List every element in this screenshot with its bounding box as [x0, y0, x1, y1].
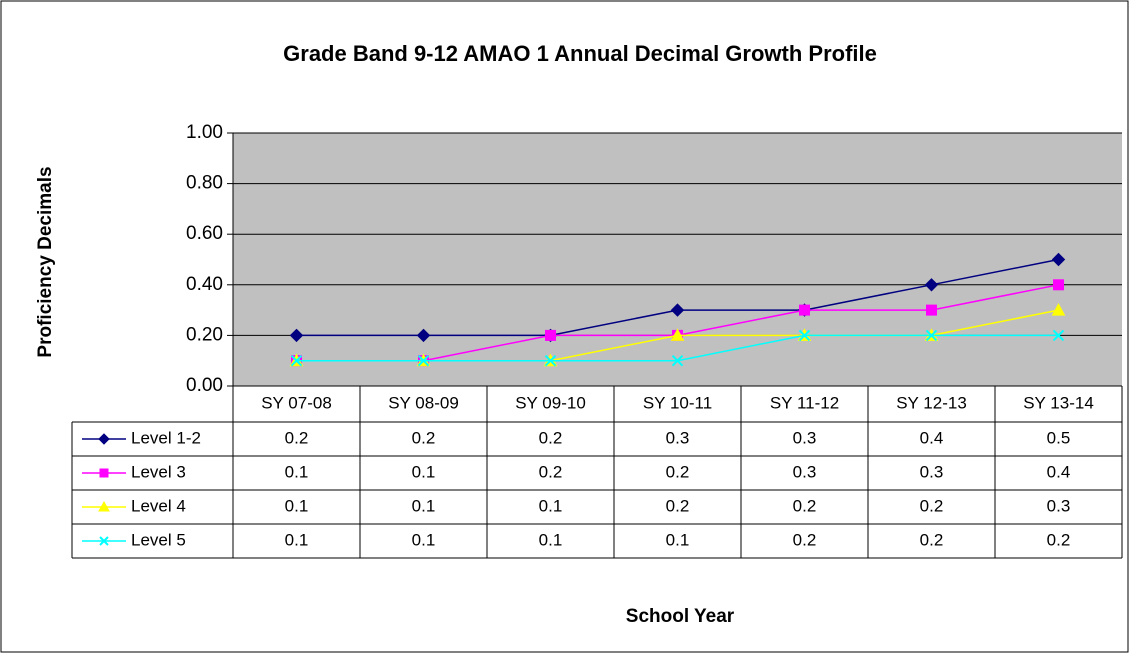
table-cell: 0.1 [539, 496, 563, 515]
table-cell: 0.1 [285, 530, 309, 549]
y-tick-label: 0.00 [186, 375, 223, 396]
table-cell: 0.3 [793, 428, 817, 447]
table-cell: 0.2 [666, 462, 690, 481]
marker [416, 328, 431, 343]
table-cell: 0.2 [285, 428, 309, 447]
y-tick-label: 0.20 [186, 324, 223, 345]
table-cell: 0.2 [666, 496, 690, 515]
legend-marker [98, 433, 110, 445]
y-axis-label: Proficiency Decimals [35, 166, 56, 357]
x-tick-label: SY 11-12 [770, 393, 839, 412]
x-tick-label: SY 13-14 [1023, 393, 1094, 412]
x-tick-label: SY 12-13 [896, 393, 967, 412]
table-cell: 0.2 [793, 496, 817, 515]
table-cell: 0.3 [1047, 496, 1071, 515]
y-tick-label: 0.40 [186, 274, 223, 295]
table-cell: 0.1 [285, 496, 309, 515]
marker [545, 329, 556, 341]
table-cell: 0.2 [920, 530, 944, 549]
table-cell: 0.2 [539, 462, 563, 481]
marker [926, 304, 937, 316]
table-cell: 0.4 [1047, 462, 1071, 481]
table-cell: 0.1 [412, 496, 436, 515]
table-cell: 0.2 [539, 428, 563, 447]
marker [1051, 252, 1066, 267]
plot-area [233, 133, 1122, 386]
table-cell: 0.5 [1047, 428, 1071, 447]
table-cell: 0.1 [412, 462, 436, 481]
table-cell: 0.1 [666, 530, 690, 549]
table-cell: 0.2 [412, 428, 436, 447]
marker [671, 354, 684, 367]
table-cell: 0.1 [412, 530, 436, 549]
x-tick-label: SY 07-08 [261, 393, 332, 412]
marker [290, 354, 303, 367]
chart-title: Grade Band 9-12 AMAO 1 Annual Decimal Gr… [283, 41, 877, 66]
marker [798, 329, 811, 342]
marker [799, 304, 810, 316]
legend-label: Level 1-2 [131, 428, 201, 447]
legend-label: Level 3 [131, 462, 186, 481]
marker [670, 328, 685, 341]
y-tick-label: 1.00 [186, 122, 223, 143]
legend-label: Level 5 [131, 530, 186, 549]
table-cell: 0.4 [920, 428, 944, 447]
table-cell: 0.1 [539, 530, 563, 549]
marker [925, 329, 938, 342]
table-cell: 0.3 [793, 462, 817, 481]
table-cell: 0.3 [920, 462, 944, 481]
marker [1053, 279, 1064, 291]
table-cell: 0.3 [666, 428, 690, 447]
legend-marker [99, 536, 109, 546]
table-cell: 0.2 [920, 496, 944, 515]
marker [1051, 303, 1066, 316]
marker [1052, 329, 1065, 342]
table-cell: 0.2 [793, 530, 817, 549]
legend-marker [99, 468, 109, 478]
table-cell: 0.2 [1047, 530, 1071, 549]
x-tick-label: SY 08-09 [388, 393, 459, 412]
marker [670, 303, 685, 317]
legend-label: Level 4 [131, 496, 186, 515]
x-axis-label: School Year [626, 606, 735, 627]
x-tick-label: SY 09-10 [515, 393, 586, 412]
marker [417, 354, 430, 367]
legend-marker [98, 500, 110, 512]
x-tick-label: SY 10-11 [643, 393, 712, 412]
marker [924, 278, 939, 292]
marker [289, 328, 304, 343]
marker [544, 354, 557, 367]
y-tick-label: 0.60 [186, 223, 223, 244]
y-tick-label: 0.80 [186, 173, 223, 194]
table-cell: 0.1 [285, 462, 309, 481]
